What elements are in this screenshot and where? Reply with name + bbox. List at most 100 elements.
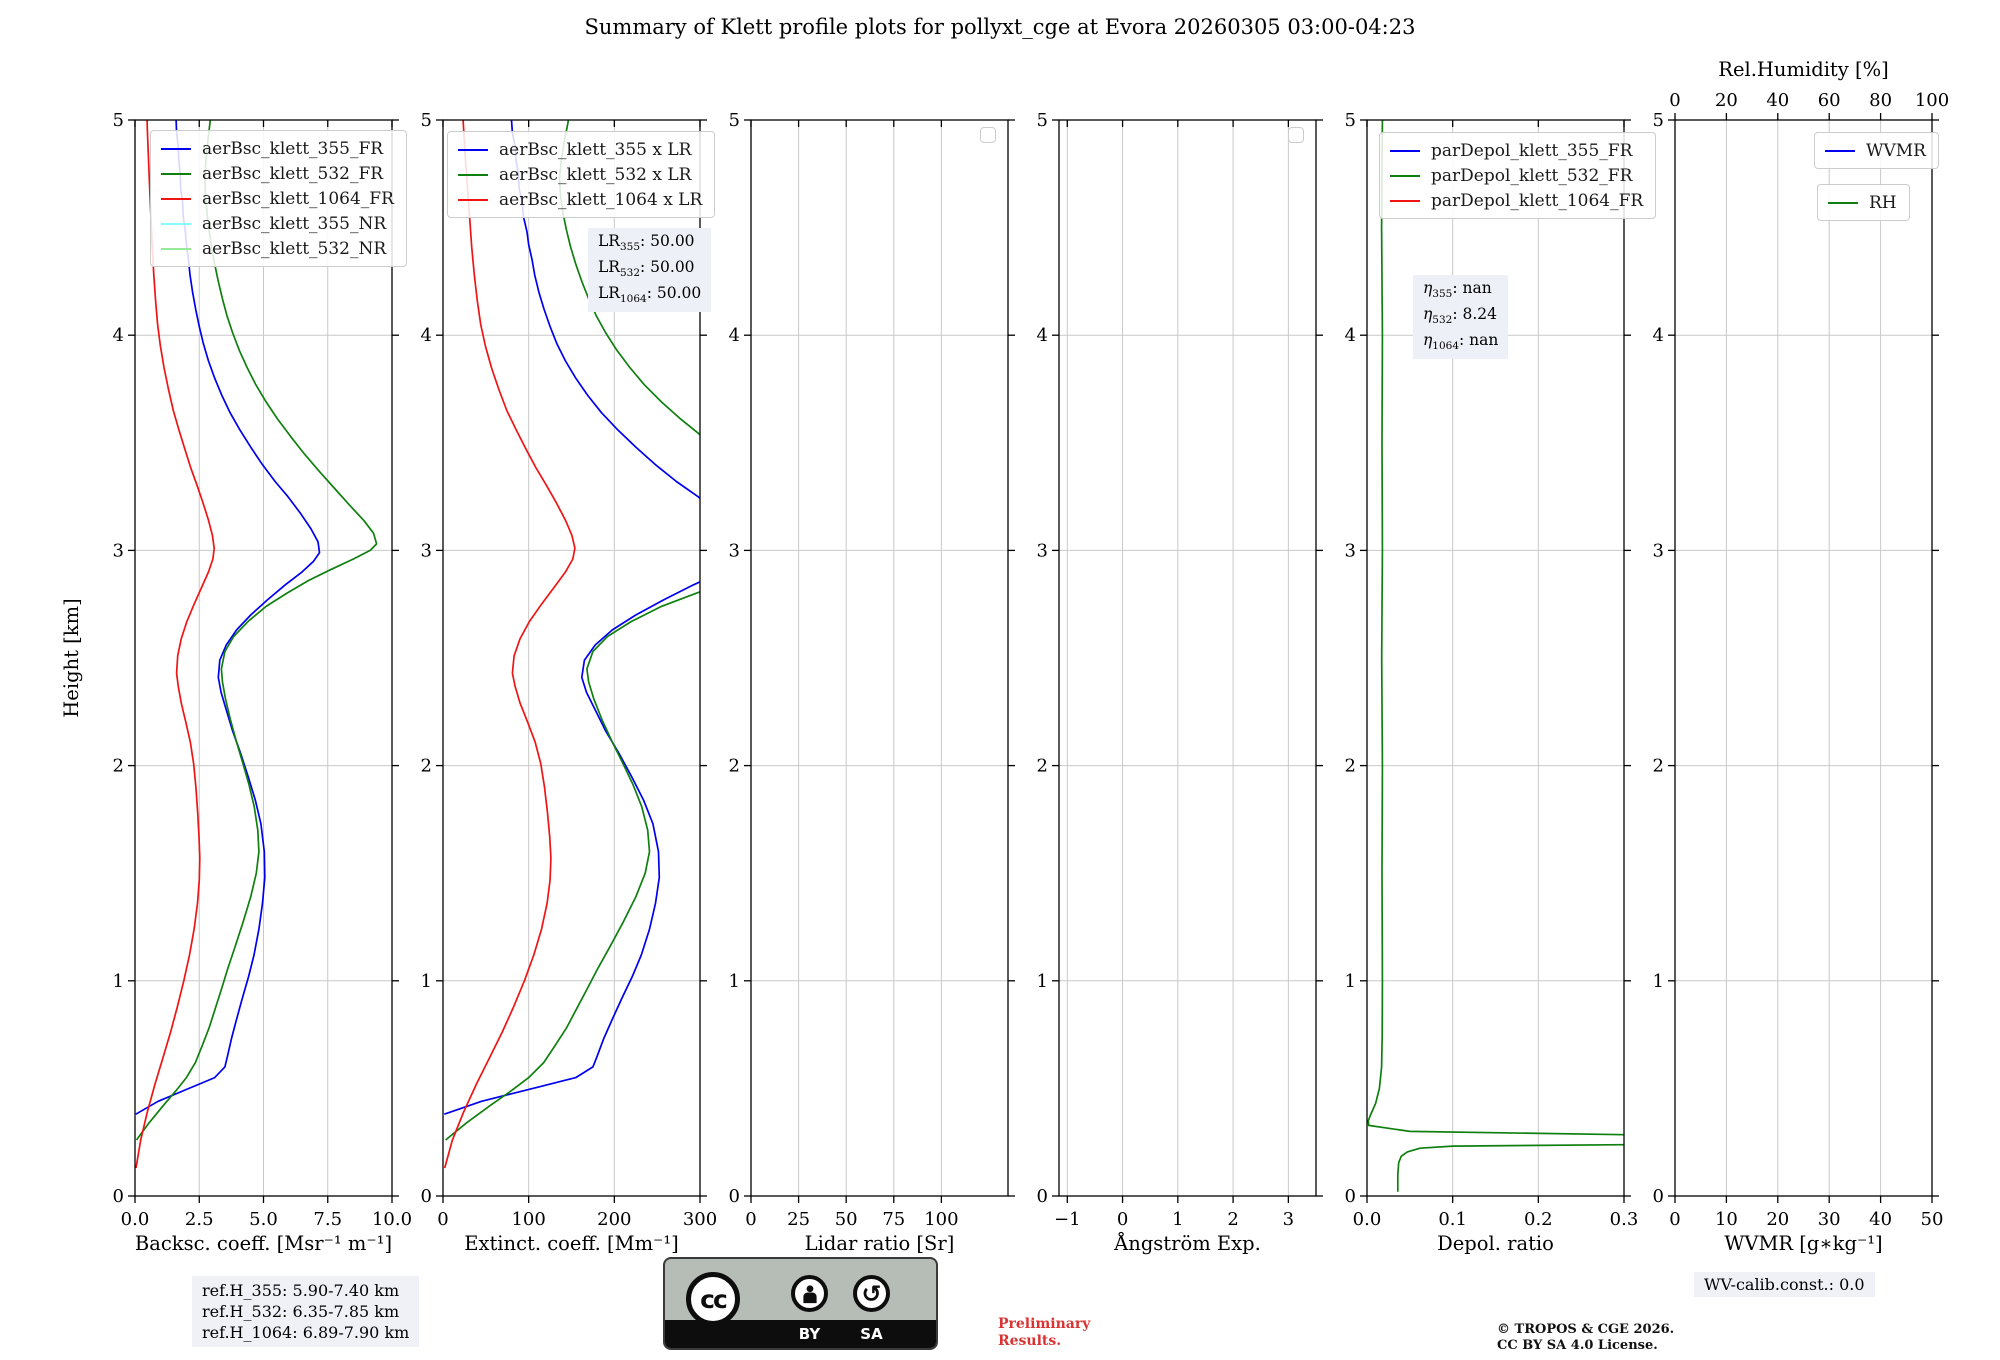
xtick-label: 50 (835, 1209, 858, 1230)
copyright-note: © TROPOS & CGE 2026. CC BY SA 4.0 Licens… (1497, 1322, 1675, 1353)
ytick-label: 5 (1345, 110, 1356, 131)
lidar-ratio-annotation: LR355: 50.00 LR532: 50.00 LR1064: 50.00 (588, 228, 712, 313)
xtick-label: 7.5 (313, 1209, 342, 1230)
series-aerBsc_klett_532_FR_xLR (445, 120, 700, 1141)
legend-item: aerBsc_klett_355_NR (161, 211, 394, 236)
ytick-label: 5 (1037, 110, 1048, 131)
ytick-label: 0 (1653, 1186, 1664, 1207)
xtick-label: 1 (1172, 1209, 1183, 1230)
plot-extinction: 0 100 200 300 0 1 2 3 4 5 Extinct. coeff. [Mm⁻¹] (421, 110, 718, 1255)
ytick-label: 1 (729, 971, 740, 992)
legend-line-sample-icon (458, 173, 488, 176)
lr-1064-line: LR1064: 50.00 (598, 284, 702, 306)
legend-item: parDepol_klett_355_FR (1390, 138, 1643, 163)
badge-by-label: BY (798, 1325, 821, 1343)
xtick-label: 0.0 (121, 1209, 150, 1230)
legend-label: aerBsc_klett_355 x LR (499, 139, 692, 160)
series-aerBsc_klett_1064_FR_xLR (443, 120, 576, 1169)
ytick-label: 4 (1345, 325, 1356, 346)
xlabel-extinction: Extinct. coeff. [Mm⁻¹] (464, 1232, 679, 1255)
legend-item: aerBsc_klett_355_FR (161, 136, 394, 161)
xlabel-angstrom: Ångström Exp. (1113, 1230, 1261, 1255)
ytick-label: 4 (729, 325, 740, 346)
legend-item: aerBsc_klett_1064 x LR (458, 187, 702, 212)
series-parDepol_klett_532_FR (1367, 120, 1624, 1192)
xtick-label: 100 (511, 1209, 545, 1230)
ref-h-1064: ref.H_1064: 6.89-7.90 km (202, 1323, 410, 1342)
ytick-label: 0 (421, 1186, 432, 1207)
series-aerBsc_klett_1064_FR (135, 120, 216, 1169)
lr-532-line: LR532: 50.00 (598, 258, 695, 280)
badge-sa-label: SA (860, 1325, 883, 1343)
legend-item: aerBsc_klett_532_FR (161, 161, 394, 186)
xtick-label: −1 (1054, 1209, 1081, 1230)
ytick-label: 3 (1653, 540, 1664, 561)
xtick-label: 30 (1818, 1209, 1841, 1230)
legend-line-sample-icon (458, 148, 488, 151)
plot-lidar_ratio: 0 25 50 75 100 0 1 2 3 4 5 Lidar ratio [Sr] (729, 110, 1015, 1255)
cc-by-sa-badge: cc ↺ BY SA (663, 1257, 938, 1350)
legend-wvmr-1: RH (1817, 184, 1910, 221)
top-axis-label: Rel.Humidity [%] (1718, 58, 1888, 81)
xlabel-wvmr: WVMR [g∗kg⁻¹] (1724, 1232, 1882, 1255)
ytick-label: 1 (1345, 971, 1356, 992)
ytick-label: 5 (729, 110, 740, 131)
wv-calib-box: WV-calib.const.: 0.0 (1694, 1272, 1875, 1297)
top-tick-label: 40 (1766, 90, 1789, 111)
top-tick-label: 20 (1715, 90, 1738, 111)
sa-ccw-arrow-icon: ↺ (853, 1275, 890, 1312)
legend-line-sample-icon (1390, 174, 1420, 177)
series-aerBsc_klett_355_FR_xLR (444, 120, 700, 1116)
xtick-label: 0 (745, 1209, 756, 1230)
legend-depol: parDepol_klett_355_FR parDepol_klett_532_… (1379, 132, 1657, 219)
legend-item: WVMR (1825, 138, 1926, 163)
ytick-label: 2 (729, 756, 740, 777)
xtick-label: 200 (597, 1209, 631, 1230)
plot-depol: 0.0 0.1 0.2 0.3 0 1 2 3 4 5 Depol. ratio (1345, 110, 1639, 1255)
legend-line-sample-icon (1390, 199, 1420, 202)
top-tick-label: 100 (1915, 90, 1949, 111)
ref-h-355: ref.H_355: 5.90-7.40 km (202, 1281, 400, 1300)
eta-1064-line: η1064: nan (1423, 331, 1499, 353)
xtick-label: 2 (1227, 1209, 1238, 1230)
top-tick-label: 0 (1669, 90, 1680, 111)
legend-item: aerBsc_klett_355 x LR (458, 137, 702, 162)
legend-item: parDepol_klett_532_FR (1390, 163, 1643, 188)
xtick-label: 0 (1117, 1209, 1128, 1230)
legend-label: parDepol_klett_532_FR (1431, 165, 1633, 186)
ytick-label: 2 (1037, 756, 1048, 777)
legend-label: aerBsc_klett_1064 x LR (499, 189, 703, 210)
legend-item: parDepol_klett_1064_FR (1390, 188, 1643, 213)
cc-icon: cc (686, 1272, 740, 1326)
ytick-label: 2 (421, 756, 432, 777)
xtick-label: 0 (1669, 1209, 1680, 1230)
ytick-label: 4 (113, 325, 124, 346)
top-tick-label: 60 (1818, 90, 1841, 111)
legend-label: RH (1869, 192, 1897, 213)
reference-heights-box: ref.H_355: 5.90-7.40 km ref.H_532: 6.35-… (192, 1276, 420, 1347)
eta-annotation: η355: nan η532: 8.24 η1064: nan (1413, 275, 1509, 360)
ytick-label: 5 (113, 110, 124, 131)
ytick-label: 4 (421, 325, 432, 346)
legend-wvmr: WVMR (1814, 132, 1939, 169)
xtick-label: 50 (1921, 1209, 1944, 1230)
legend-line-sample-icon (161, 222, 191, 225)
ytick-label: 1 (1653, 971, 1664, 992)
series-aerBsc_klett_532_FR (135, 120, 378, 1141)
figure-title: Summary of Klett profile plots for polly… (584, 15, 1416, 39)
legend-extinction: aerBsc_klett_355 x LR aerBsc_klett_532 x … (447, 131, 716, 218)
xtick-label: 2.5 (185, 1209, 214, 1230)
xtick-label: 0.1 (1438, 1209, 1467, 1230)
legend-label: WVMR (1866, 140, 1926, 161)
legend-item: RH (1828, 190, 1897, 215)
legend-line-sample-icon (1828, 201, 1858, 204)
xtick-label: 40 (1869, 1209, 1892, 1230)
ytick-label: 3 (1037, 540, 1048, 561)
series-aerBsc_klett_355_FR (135, 120, 321, 1115)
top-tick-label: 80 (1869, 90, 1892, 111)
ytick-label: 2 (113, 756, 124, 777)
